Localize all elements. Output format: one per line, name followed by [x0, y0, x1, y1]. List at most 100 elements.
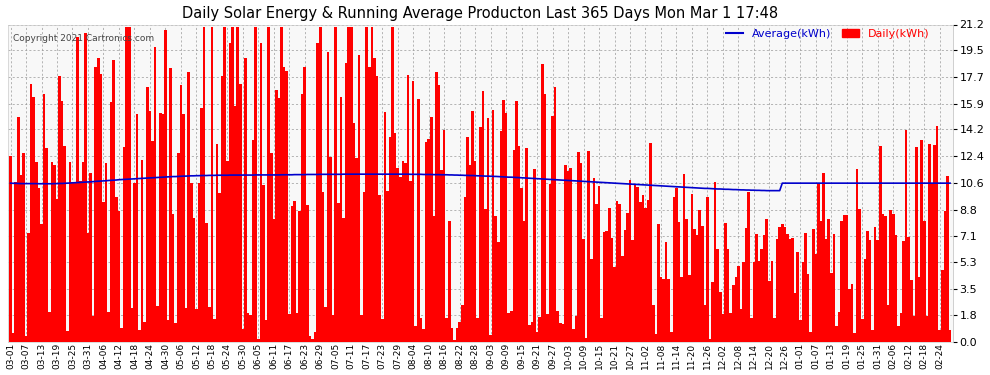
Bar — [466, 138, 468, 342]
Bar — [704, 305, 706, 342]
Bar — [436, 72, 438, 342]
Bar — [874, 226, 876, 342]
Bar — [889, 210, 892, 342]
Bar — [725, 224, 727, 342]
Bar — [750, 318, 752, 342]
Bar — [35, 162, 38, 342]
Bar — [203, 27, 205, 342]
Bar — [102, 202, 105, 342]
Bar — [107, 312, 110, 342]
Bar — [778, 227, 781, 342]
Bar — [637, 187, 639, 342]
Bar — [585, 338, 587, 342]
Bar — [81, 162, 84, 342]
Bar — [574, 316, 577, 342]
Bar — [629, 180, 632, 342]
Bar — [659, 276, 662, 342]
Bar — [343, 218, 345, 342]
Text: Copyright 2021 Cartronics.com: Copyright 2021 Cartronics.com — [13, 34, 153, 43]
Bar — [665, 242, 667, 342]
Bar — [546, 314, 548, 342]
Bar — [642, 195, 644, 342]
Bar — [561, 324, 564, 342]
Bar — [820, 221, 823, 342]
Bar — [314, 332, 317, 342]
Bar — [309, 336, 311, 342]
Bar — [254, 27, 257, 342]
Bar — [518, 146, 521, 342]
Bar — [706, 198, 709, 342]
Bar — [649, 143, 652, 342]
Bar — [363, 192, 365, 342]
Bar — [179, 85, 182, 342]
Bar — [946, 176, 948, 342]
Bar — [259, 43, 262, 342]
Bar — [370, 27, 373, 342]
Bar — [810, 332, 812, 342]
Bar — [288, 314, 291, 342]
Bar — [443, 130, 446, 342]
Bar — [595, 204, 598, 342]
Bar — [468, 165, 471, 342]
Bar — [696, 235, 698, 342]
Bar — [251, 140, 254, 342]
Bar — [855, 169, 858, 342]
Bar — [657, 224, 659, 342]
Bar — [66, 331, 68, 342]
Bar — [412, 81, 415, 342]
Bar — [461, 304, 463, 342]
Bar — [118, 211, 120, 342]
Bar — [216, 144, 219, 342]
Bar — [185, 308, 187, 342]
Bar — [404, 164, 407, 342]
Bar — [322, 192, 324, 342]
Bar — [182, 114, 185, 342]
Bar — [564, 165, 566, 342]
Bar — [396, 168, 399, 342]
Bar — [861, 319, 863, 342]
Bar — [551, 116, 553, 342]
Bar — [836, 326, 838, 342]
Bar — [48, 312, 50, 342]
Bar — [192, 218, 195, 342]
Bar — [850, 284, 853, 342]
Bar — [799, 320, 802, 342]
Bar — [232, 27, 234, 342]
Bar — [383, 112, 386, 342]
Bar — [177, 153, 179, 342]
Bar — [33, 98, 35, 342]
Bar — [242, 329, 245, 342]
Bar — [858, 209, 861, 342]
Bar — [866, 231, 869, 342]
Bar — [164, 30, 166, 342]
Bar — [757, 261, 760, 342]
Bar — [783, 227, 786, 342]
Bar — [285, 71, 288, 342]
Bar — [773, 318, 776, 342]
Bar — [688, 276, 691, 342]
Bar — [376, 76, 378, 342]
Bar — [335, 27, 337, 342]
Bar — [701, 226, 704, 342]
Bar — [848, 289, 850, 342]
Bar — [934, 146, 936, 342]
Bar — [15, 182, 17, 342]
Bar — [484, 209, 487, 342]
Bar — [25, 336, 28, 342]
Bar — [76, 38, 79, 342]
Bar — [923, 220, 926, 342]
Bar — [100, 74, 102, 342]
Bar — [270, 153, 272, 342]
Bar — [60, 101, 63, 342]
Bar — [738, 267, 740, 342]
Bar — [918, 277, 921, 342]
Bar — [921, 140, 923, 342]
Bar — [815, 254, 817, 342]
Bar — [136, 114, 139, 342]
Bar — [441, 170, 443, 342]
Bar — [458, 322, 461, 342]
Bar — [510, 311, 513, 342]
Bar — [732, 285, 735, 342]
Bar — [249, 315, 251, 342]
Bar — [409, 181, 412, 342]
